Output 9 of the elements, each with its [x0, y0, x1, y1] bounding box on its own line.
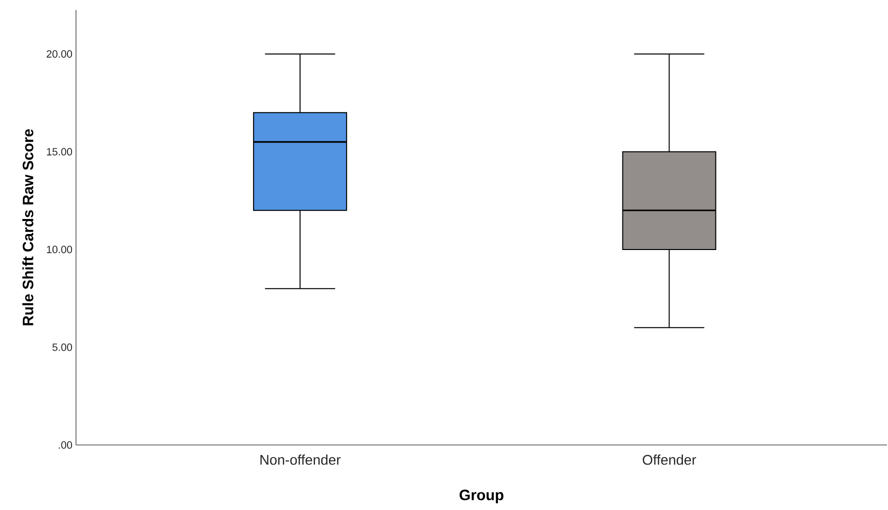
x-axis-title: Group: [460, 490, 504, 504]
y-axis-title: Rule Shift Cards Raw Score: [22, 129, 34, 326]
y-tick-label: 20.00: [46, 50, 72, 58]
y-tick-label: 10.00: [47, 246, 72, 254]
x-tick-label: Non-offender: [260, 454, 341, 465]
y-tick-label: 15.00: [47, 148, 72, 156]
y-tick-label: .00: [58, 441, 72, 449]
x-tick-label: Offender: [642, 454, 696, 465]
y-tick-label: 5.00: [52, 344, 72, 351]
